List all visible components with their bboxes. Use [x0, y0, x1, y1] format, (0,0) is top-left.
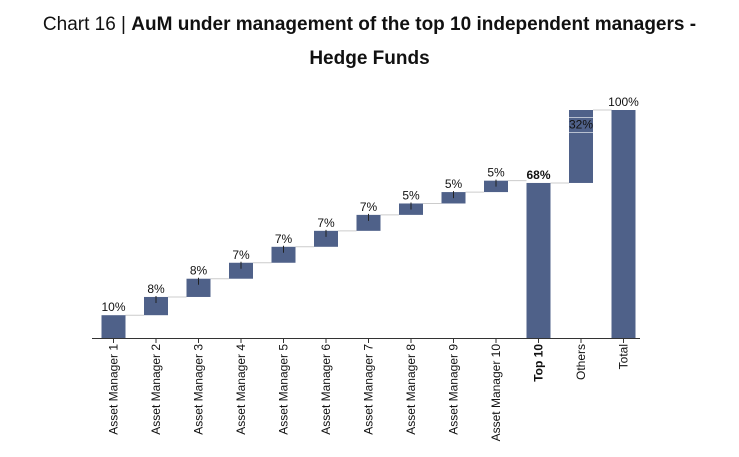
- value-label: 68%: [526, 168, 550, 182]
- bar-3: [186, 278, 211, 297]
- chart-title-prefix: Chart 16 |: [42, 14, 132, 35]
- bar-11: [526, 182, 551, 338]
- value-label: 10%: [101, 300, 125, 314]
- bar-1: [101, 315, 126, 338]
- x-tick-label: Asset Manager 7: [362, 344, 376, 435]
- value-label: 5%: [445, 177, 463, 191]
- bar-7: [356, 214, 381, 231]
- value-label: 5%: [402, 188, 420, 202]
- chart-title-line-2: Hedge Funds: [309, 48, 430, 69]
- x-tick-label: Asset Manager 3: [192, 344, 206, 435]
- bar-2: [144, 296, 168, 316]
- value-label: 7%: [275, 232, 293, 246]
- bar-4: [229, 262, 253, 279]
- value-label: 32%: [569, 117, 593, 131]
- x-tick-label: Asset Manager 5: [277, 344, 291, 435]
- value-label: 8%: [147, 282, 165, 296]
- bar-13: [611, 110, 636, 338]
- chart-title-main: AuM under management of the top 10 indep…: [131, 14, 697, 35]
- x-tick-label: Others: [574, 344, 588, 380]
- x-tick-label: Asset Manager 4: [234, 344, 248, 435]
- label-box: [567, 117, 595, 133]
- x-tick-label: Top 10: [532, 344, 546, 382]
- bar-5: [271, 246, 296, 263]
- bar-6: [314, 230, 338, 247]
- x-tick-label: Total: [617, 344, 631, 369]
- x-tick-label: Asset Manager 10: [489, 344, 503, 442]
- chart-title: Chart 16 | AuM under management of the t…: [0, 8, 739, 76]
- bar-12: [569, 110, 593, 183]
- value-label: 5%: [487, 166, 505, 180]
- x-tick-label: Asset Manager 8: [404, 344, 418, 435]
- x-tick-label: Asset Manager 2: [149, 344, 163, 435]
- x-tick-label: Asset Manager 9: [447, 344, 461, 435]
- chart-title-line-1: Chart 16 | AuM under management of the t…: [0, 8, 739, 42]
- x-tick-label: Asset Manager 6: [319, 344, 333, 435]
- value-label: 8%: [190, 264, 208, 278]
- x-tick-label: Asset Manager 1: [107, 344, 121, 435]
- value-label: 7%: [360, 200, 378, 214]
- value-label: 100%: [608, 95, 639, 109]
- value-label: 7%: [232, 248, 250, 262]
- value-label: 7%: [317, 216, 335, 230]
